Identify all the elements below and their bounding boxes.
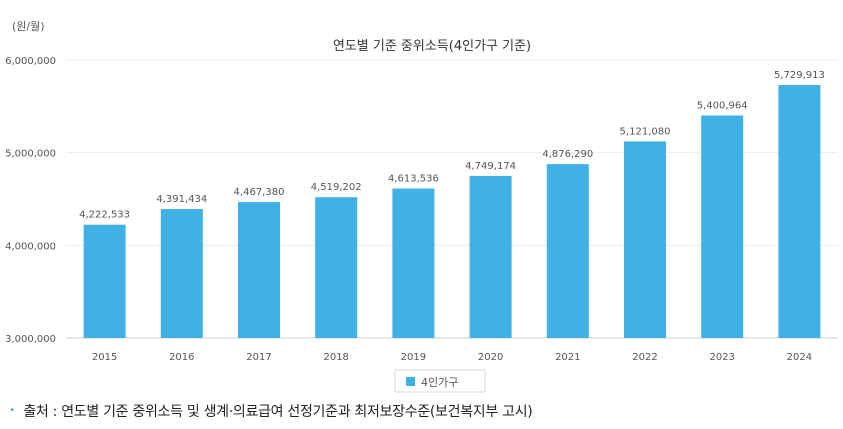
y-tick-label: 5,000,000 [5,149,56,160]
value-label: 5,121,080 [620,126,671,137]
legend-swatch [406,377,415,386]
value-label: 4,519,202 [311,182,362,193]
value-labels: 4,222,533 4,391,434 4,467,380 4,519,202 4,61… [79,70,825,221]
bar [546,164,589,338]
x-tick-label: 2018 [323,352,348,363]
x-tick-label: 2022 [632,352,657,363]
bar [238,202,280,338]
bar-chart: (원/월) 연도별 기준 중위소득(4인가구 기준) 3,000,000 4,00… [5,20,838,393]
bar [624,141,666,338]
value-label: 4,222,533 [79,210,130,221]
bar [83,224,126,338]
y-tick-label: 3,000,000 [5,334,56,345]
value-label: 5,729,913 [774,70,825,81]
x-tick-label: 2020 [478,352,503,363]
source-note: ‣ 출처 : 연도별 기준 중위소득 및 생계·의료급여 선정기준과 최저보장수… [10,400,533,422]
legend[interactable]: 4인가구 [394,369,486,393]
bar [315,197,358,338]
value-label: 5,400,964 [697,101,748,112]
x-tick-label: 2024 [787,352,812,363]
x-axis: 2015 2016 2017 2018 2019 2020 2021 2022 2023 2024 [92,352,812,363]
y-unit-label: (원/월) [12,20,45,33]
x-tick-label: 2019 [401,352,426,363]
legend-label: 4인가구 [421,376,458,389]
x-tick-label: 2016 [169,352,194,363]
legend-box [394,369,486,393]
x-tick-label: 2017 [246,352,271,363]
value-label: 4,749,174 [465,161,516,172]
x-tick-label: 2015 [92,352,117,363]
value-label: 4,467,380 [234,187,285,198]
bar [469,175,512,338]
value-label: 4,613,536 [388,173,439,184]
bullet-icon: ‣ [10,406,16,416]
x-tick-label: 2021 [555,352,580,363]
y-axis: 3,000,000 4,000,000 5,000,000 6,000,000 [5,56,56,345]
chart-title: 연도별 기준 중위소득(4인가구 기준) [333,39,531,54]
y-tick-label: 6,000,000 [5,56,56,67]
bar [701,115,744,338]
bar-series [83,85,821,338]
bar [392,188,435,338]
bar [160,209,203,338]
x-tick-label: 2023 [709,352,734,363]
value-label: 4,391,434 [156,194,207,205]
y-tick-label: 4,000,000 [5,241,56,252]
value-label: 4,876,290 [542,149,593,160]
bar [778,85,821,338]
source-text: 출처 : 연도별 기준 중위소득 및 생계·의료급여 선정기준과 최저보장수준(… [23,404,533,420]
